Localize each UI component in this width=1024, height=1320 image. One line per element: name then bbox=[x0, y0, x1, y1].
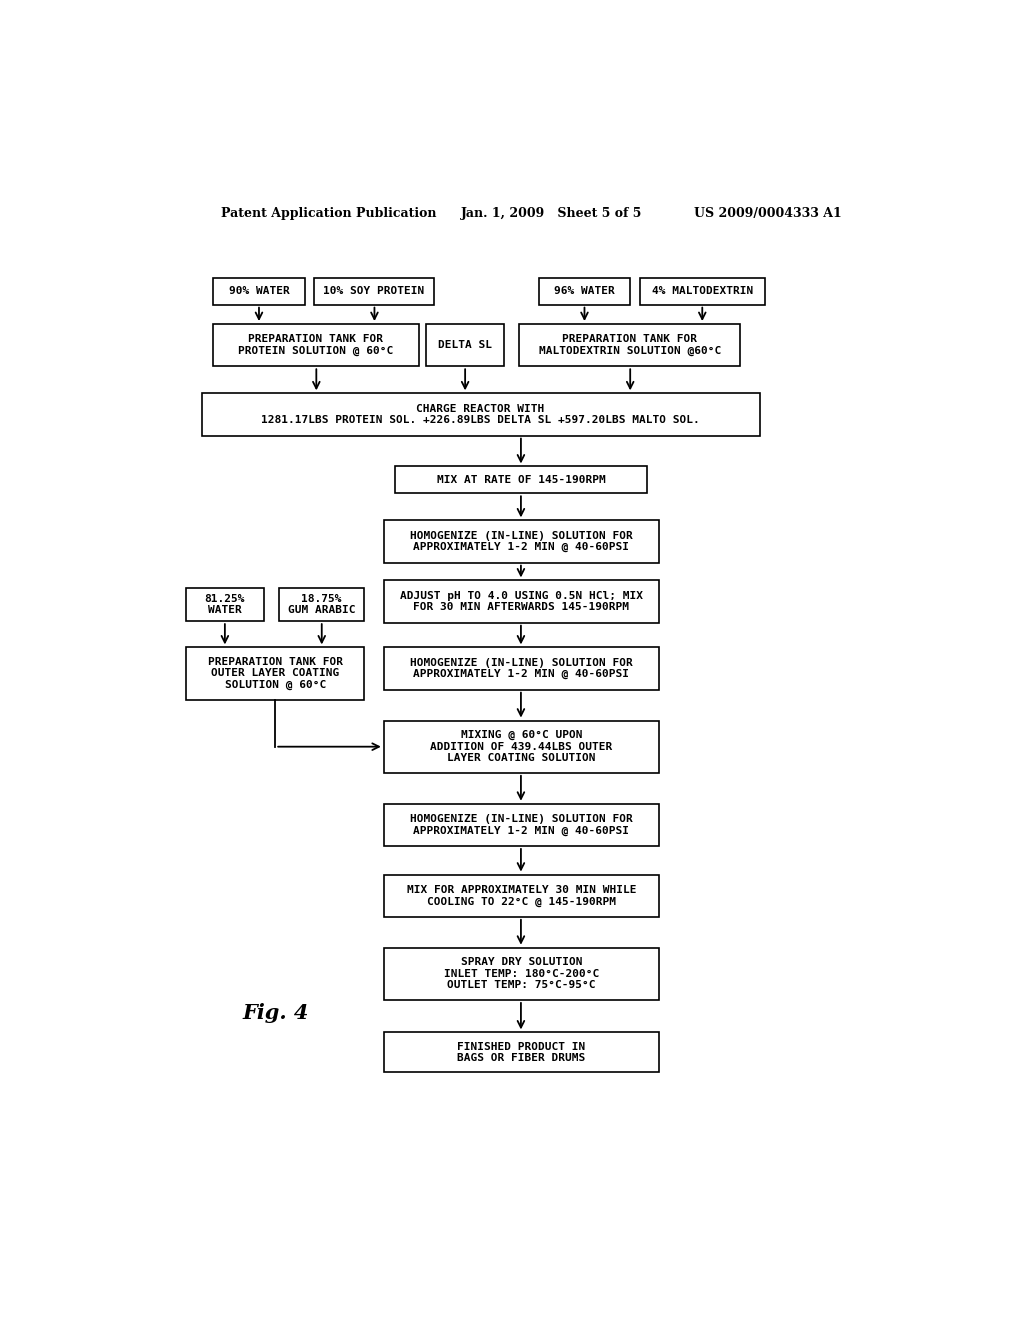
Bar bbox=[384, 948, 658, 1001]
Text: SPRAY DRY SOLUTION
INLET TEMP: 180°C-200°C
OUTLET TEMP: 75°C-95°C: SPRAY DRY SOLUTION INLET TEMP: 180°C-200… bbox=[443, 957, 599, 990]
Text: PREPARATION TANK FOR
MALTODEXTRIN SOLUTION @60°C: PREPARATION TANK FOR MALTODEXTRIN SOLUTI… bbox=[539, 334, 721, 356]
Text: 96% WATER: 96% WATER bbox=[554, 286, 614, 296]
Bar bbox=[384, 804, 658, 846]
Text: 10% SOY PROTEIN: 10% SOY PROTEIN bbox=[324, 286, 425, 296]
Bar bbox=[384, 1032, 658, 1072]
Text: 81.25%
WATER: 81.25% WATER bbox=[205, 594, 245, 615]
Bar bbox=[186, 647, 365, 700]
Text: HOMOGENIZE (IN-LINE) SOLUTION FOR
APPROXIMATELY 1-2 MIN @ 40-60PSI: HOMOGENIZE (IN-LINE) SOLUTION FOR APPROX… bbox=[410, 657, 633, 680]
Text: US 2009/0004333 A1: US 2009/0004333 A1 bbox=[693, 207, 842, 220]
Bar bbox=[213, 323, 419, 367]
Bar bbox=[426, 323, 504, 367]
Text: PREPARATION TANK FOR
PROTEIN SOLUTION @ 60°C: PREPARATION TANK FOR PROTEIN SOLUTION @ … bbox=[239, 334, 393, 356]
Text: MIXING @ 60°C UPON
ADDITION OF 439.44LBS OUTER
LAYER COATING SOLUTION: MIXING @ 60°C UPON ADDITION OF 439.44LBS… bbox=[430, 730, 612, 763]
Text: Patent Application Publication: Patent Application Publication bbox=[221, 207, 436, 220]
Text: 4% MALTODEXTRIN: 4% MALTODEXTRIN bbox=[651, 286, 753, 296]
Bar bbox=[384, 581, 658, 623]
Text: FINISHED PRODUCT IN
BAGS OR FIBER DRUMS: FINISHED PRODUCT IN BAGS OR FIBER DRUMS bbox=[457, 1041, 586, 1063]
Bar bbox=[202, 393, 760, 436]
Bar bbox=[384, 874, 658, 917]
Text: HOMOGENIZE (IN-LINE) SOLUTION FOR
APPROXIMATELY 1-2 MIN @ 40-60PSI: HOMOGENIZE (IN-LINE) SOLUTION FOR APPROX… bbox=[410, 531, 633, 552]
Text: CHARGE REACTOR WITH
1281.17LBS PROTEIN SOL. +226.89LBS DELTA SL +597.20LBS MALTO: CHARGE REACTOR WITH 1281.17LBS PROTEIN S… bbox=[261, 404, 700, 425]
Bar bbox=[384, 520, 658, 562]
Bar bbox=[384, 647, 658, 689]
Bar bbox=[384, 721, 658, 774]
Bar bbox=[280, 589, 365, 622]
Bar bbox=[314, 277, 434, 305]
Bar bbox=[519, 323, 740, 367]
Text: ADJUST pH TO 4.0 USING 0.5N HCl; MIX
FOR 30 MIN AFTERWARDS 145-190RPM: ADJUST pH TO 4.0 USING 0.5N HCl; MIX FOR… bbox=[399, 591, 643, 612]
Bar bbox=[395, 466, 647, 494]
Bar bbox=[186, 589, 263, 622]
Text: 18.75%
GUM ARABIC: 18.75% GUM ARABIC bbox=[288, 594, 355, 615]
Bar bbox=[640, 277, 765, 305]
Text: DELTA SL: DELTA SL bbox=[438, 341, 493, 350]
Text: HOMOGENIZE (IN-LINE) SOLUTION FOR
APPROXIMATELY 1-2 MIN @ 40-60PSI: HOMOGENIZE (IN-LINE) SOLUTION FOR APPROX… bbox=[410, 814, 633, 836]
Text: Fig. 4: Fig. 4 bbox=[242, 1003, 308, 1023]
Text: PREPARATION TANK FOR
OUTER LAYER COATING
SOLUTION @ 60°C: PREPARATION TANK FOR OUTER LAYER COATING… bbox=[208, 657, 343, 690]
Bar bbox=[213, 277, 305, 305]
Text: Jan. 1, 2009   Sheet 5 of 5: Jan. 1, 2009 Sheet 5 of 5 bbox=[461, 207, 643, 220]
Text: MIX AT RATE OF 145-190RPM: MIX AT RATE OF 145-190RPM bbox=[437, 475, 605, 484]
Text: MIX FOR APPROXIMATELY 30 MIN WHILE
COOLING TO 22°C @ 145-190RPM: MIX FOR APPROXIMATELY 30 MIN WHILE COOLI… bbox=[407, 884, 636, 907]
Bar bbox=[539, 277, 630, 305]
Text: 90% WATER: 90% WATER bbox=[228, 286, 290, 296]
